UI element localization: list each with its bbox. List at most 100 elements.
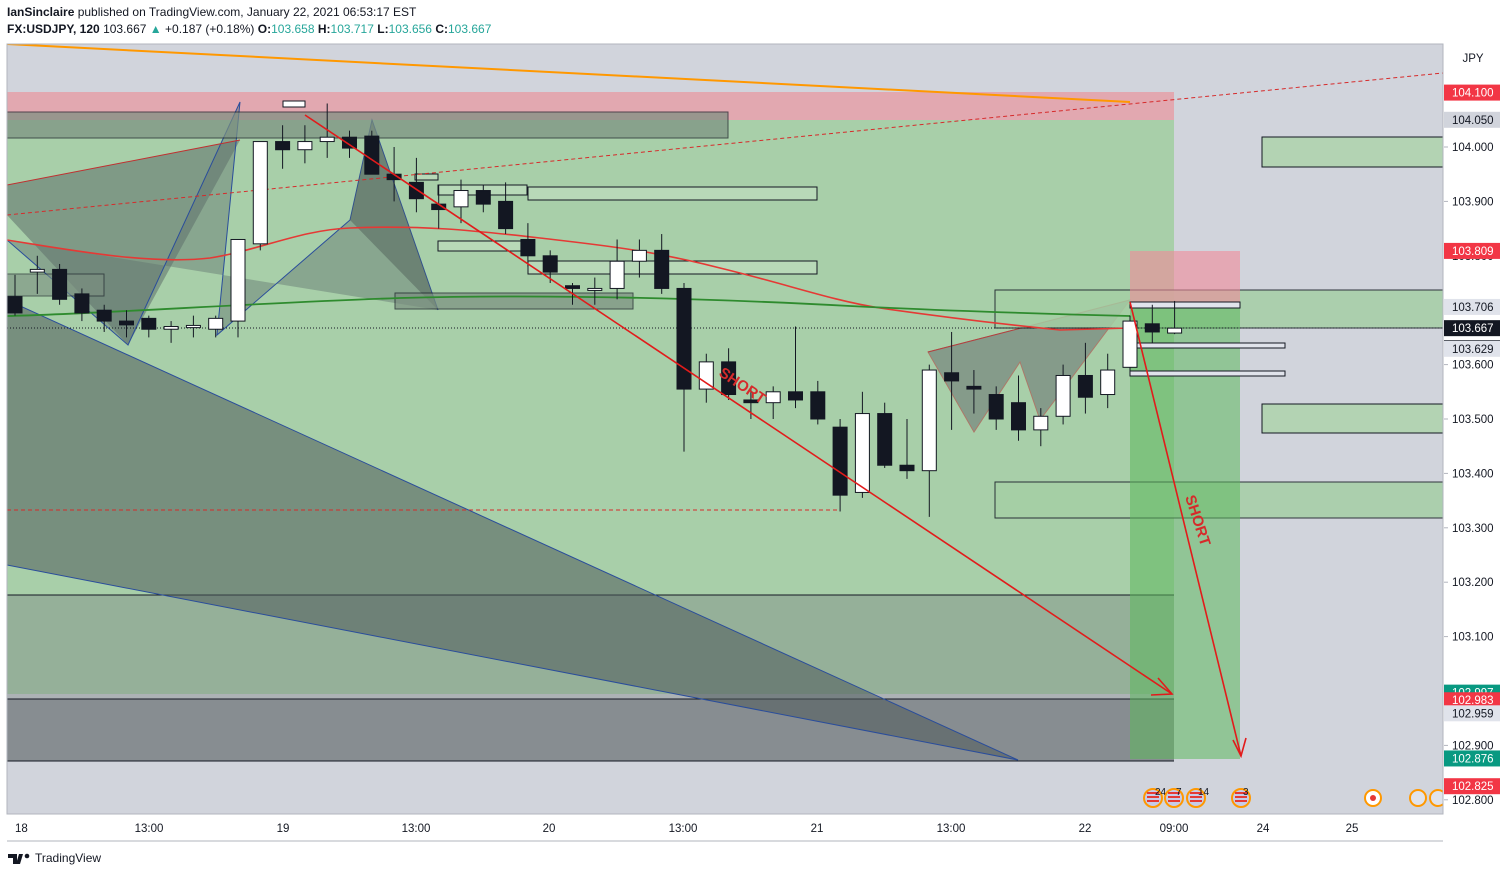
price-label: 104.100 (1444, 84, 1500, 101)
y-tick-label: 103.300 (1452, 523, 1494, 535)
price-label: 102.983 (1444, 692, 1500, 709)
svg-text:103.809: 103.809 (1452, 246, 1494, 258)
svg-text:104.050: 104.050 (1452, 115, 1494, 127)
price-label: 103.706 (1444, 298, 1500, 315)
symbol-label[interactable]: FX:USDJPY, 120 (7, 22, 100, 36)
us-flag-icon[interactable]: 24 (1143, 787, 1167, 808)
candle (587, 277, 603, 305)
author-name[interactable]: IanSinclaire (7, 5, 75, 19)
candle (944, 331, 960, 430)
tradingview-brand[interactable]: TradingView (7, 851, 101, 865)
candle (275, 125, 291, 169)
candle (96, 304, 112, 332)
candle (1011, 375, 1026, 441)
us-flag-icon[interactable] (1409, 789, 1427, 807)
candle (631, 239, 647, 278)
candle (1167, 300, 1183, 335)
price-label: 104.050 (1444, 111, 1500, 128)
candle (788, 326, 803, 409)
candle (542, 250, 558, 283)
candle (230, 238, 246, 338)
candle (698, 353, 714, 403)
candle (854, 391, 870, 498)
candle (208, 315, 224, 338)
candle (1122, 315, 1138, 373)
svg-text:102.983: 102.983 (1452, 695, 1494, 707)
price-label: 102.876 (1444, 750, 1500, 767)
candle (1055, 364, 1071, 425)
x-tick-label: 13:00 (135, 823, 164, 835)
last-price: 103.667 (103, 22, 147, 36)
time-axis[interactable] (7, 815, 1443, 841)
candle (475, 185, 491, 213)
svg-text:103.629: 103.629 (1452, 344, 1494, 356)
us-flag-icon[interactable]: 7 (1164, 787, 1184, 808)
us-flag-icon[interactable]: 3 (1231, 787, 1251, 808)
change-arrow-icon: ▲ (149, 22, 162, 36)
candle (297, 125, 313, 164)
candle (252, 141, 268, 251)
ohlc-legend: FX:USDJPY, 120 103.667 ▲ +0.187 (+0.18%)… (7, 22, 491, 36)
x-tick-label: 22 (1079, 823, 1092, 835)
x-tick-label: 20 (543, 823, 556, 835)
tradingview-logo-icon (8, 853, 30, 864)
price-label: 103.629 (1444, 340, 1500, 357)
candle (29, 255, 45, 294)
candle (520, 223, 536, 267)
svg-text:103.667: 103.667 (1452, 323, 1494, 335)
candle (1100, 353, 1116, 409)
close-label: C: (435, 22, 448, 36)
y-tick-label: 103.200 (1452, 577, 1494, 589)
candle (921, 364, 937, 517)
price-labels: 104.100104.050103.809103.706103.66706:44… (1444, 84, 1500, 795)
candle (1077, 342, 1093, 414)
candle (52, 263, 68, 305)
open-value: 103.658 (271, 22, 315, 36)
svg-text:24: 24 (1155, 787, 1167, 798)
candle (1033, 408, 1049, 447)
y-tick-label: 103.500 (1452, 414, 1494, 426)
x-tick-label: 13:00 (669, 823, 698, 835)
publish-info: IanSinclaire published on TradingView.co… (7, 5, 416, 19)
stop-loss-zone (1130, 251, 1240, 302)
candle (609, 239, 625, 300)
low-value: 103.656 (388, 22, 432, 36)
short-arrow-1 (304, 114, 1173, 695)
price-label: 102.825 (1444, 778, 1500, 795)
open-label: O: (257, 22, 272, 36)
x-tick-label: 18 (15, 823, 28, 835)
candle (141, 315, 157, 338)
svg-text:103.706: 103.706 (1452, 302, 1494, 314)
y-tick-label: 103.100 (1452, 632, 1494, 644)
candlestick-series (7, 103, 1183, 517)
y-tick-label: 104.000 (1452, 142, 1494, 154)
change-value: +0.187 (+0.18%) (165, 22, 255, 36)
publish-text: published on TradingView.com, January 22… (74, 5, 417, 19)
svg-text:3: 3 (1243, 787, 1249, 798)
harmonic-pattern-1 (7, 140, 240, 345)
candle (364, 130, 380, 175)
candle (721, 348, 737, 400)
svg-text:7: 7 (1176, 787, 1182, 798)
resistance-trendline (7, 44, 1131, 103)
candle (74, 288, 90, 322)
svg-text:104.100: 104.100 (1452, 88, 1494, 100)
us-flag-icon[interactable] (1429, 789, 1446, 807)
y-tick-label: 103.600 (1452, 360, 1494, 372)
economic-events[interactable]: 24 7 14 3 (1143, 787, 1251, 808)
y-tick-label: 103.400 (1452, 468, 1494, 480)
x-tick-label: 24 (1257, 823, 1270, 835)
x-tick-label: 09:00 (1160, 823, 1189, 835)
candle (654, 234, 670, 294)
brand-name: TradingView (35, 851, 102, 865)
price-label: 103.667 (1444, 320, 1500, 337)
candle (7, 274, 23, 316)
high-label: H: (317, 22, 331, 36)
us-flag-icon[interactable]: 14 (1186, 787, 1210, 808)
svg-text:102.876: 102.876 (1452, 753, 1494, 765)
candle (877, 402, 893, 468)
candle (765, 386, 781, 419)
svg-text:102.959: 102.959 (1452, 708, 1494, 720)
candle (185, 315, 201, 338)
